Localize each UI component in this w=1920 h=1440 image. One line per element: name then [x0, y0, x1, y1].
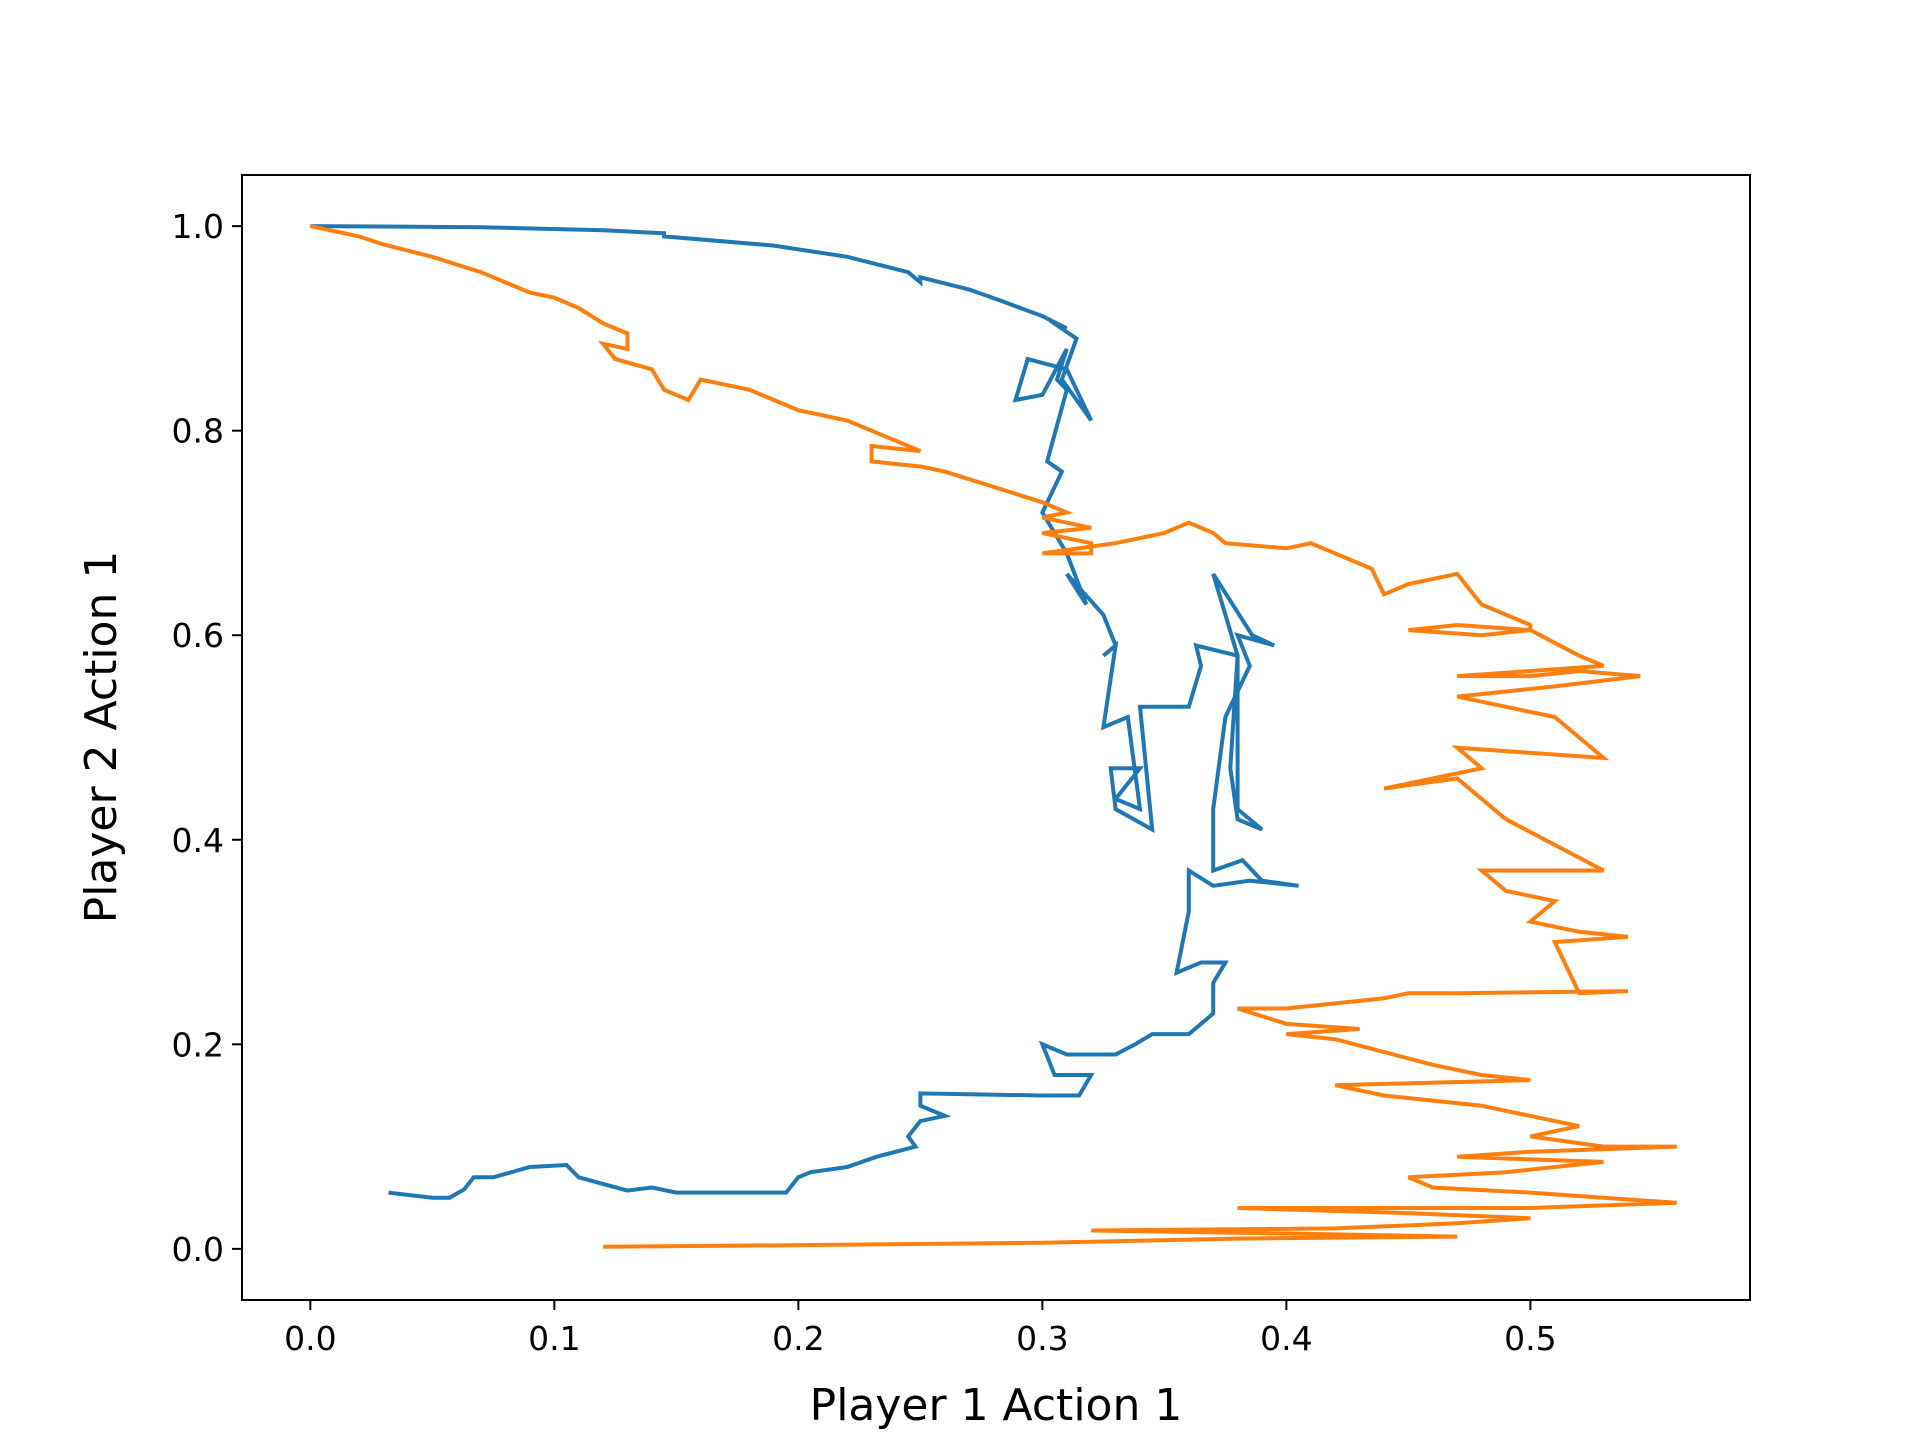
x-tick-label: 0.2	[772, 1319, 824, 1358]
x-axis: 0.0 0.1 0.2 0.3 0.4 0.5	[284, 1300, 1557, 1358]
y-tick-label: 0.6	[172, 616, 224, 655]
y-tick-label: 0.8	[172, 412, 224, 451]
series-line-2	[309, 224, 1677, 1249]
plot-frame	[241, 174, 1751, 1301]
series-line-1	[310, 224, 1299, 1200]
x-tick-label: 0.3	[1016, 1319, 1068, 1358]
y-tick-label: 0.0	[172, 1230, 224, 1269]
plot-area	[309, 224, 1677, 1249]
x-tick-label: 0.0	[284, 1319, 336, 1358]
x-tick-label: 0.5	[1504, 1319, 1556, 1358]
y-axis-label: Player 2 Action 1	[76, 551, 127, 924]
y-tick-label: 1.0	[172, 207, 224, 246]
y-tick-label: 0.4	[172, 821, 224, 860]
y-axis: 0.0 0.2 0.4 0.6 0.8 1.0	[172, 207, 242, 1269]
x-tick-label: 0.1	[528, 1319, 580, 1358]
y-tick-label: 0.2	[172, 1025, 224, 1064]
x-axis-label: Player 1 Action 1	[810, 1380, 1183, 1431]
x-tick-label: 0.4	[1260, 1319, 1312, 1358]
